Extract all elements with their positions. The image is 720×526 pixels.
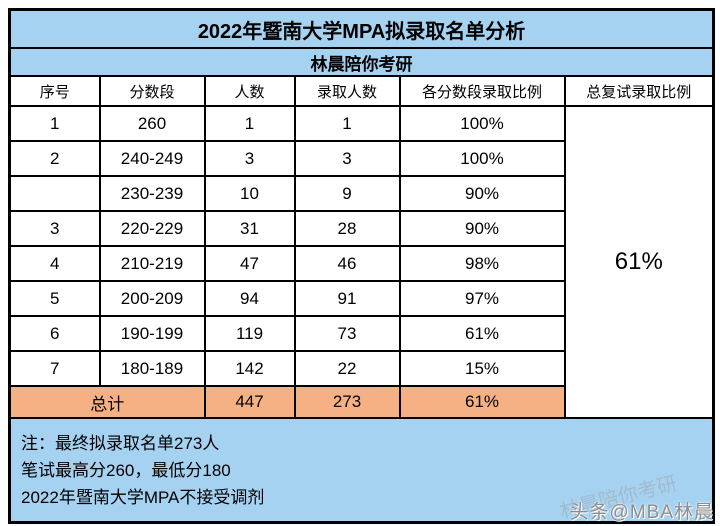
total-count-cell: 447 xyxy=(203,385,296,419)
subtitle-row: 林晨陪你考研 xyxy=(8,47,715,77)
admitted-cell: 3 xyxy=(293,140,401,177)
column-header-score-range: 分数段 xyxy=(98,75,206,107)
admitted-cell: 22 xyxy=(293,350,401,387)
seq-cell xyxy=(8,175,101,212)
score-range-cell: 230-239 xyxy=(98,175,206,212)
ratio-cell: 98% xyxy=(398,245,566,282)
column-header-range-ratio: 各分数段录取比例 xyxy=(398,75,566,107)
ratio-cell: 61% xyxy=(398,315,566,352)
score-range-cell: 190-199 xyxy=(98,315,206,352)
table-row: 1 260 1 1 100% 61% xyxy=(8,105,715,419)
score-range-cell: 220-229 xyxy=(98,210,206,247)
ratio-cell: 100% xyxy=(398,105,566,142)
count-cell: 1 xyxy=(203,105,296,142)
score-range-cell: 180-189 xyxy=(98,350,206,387)
admitted-cell: 91 xyxy=(293,280,401,317)
seq-cell: 2 xyxy=(8,140,101,177)
seq-cell: 3 xyxy=(8,210,101,247)
note-line-1: 注：最终拟录取名单273人 xyxy=(21,433,220,453)
ratio-cell: 90% xyxy=(398,175,566,212)
seq-cell: 5 xyxy=(8,280,101,317)
table-row: 5 200-209 94 91 97% xyxy=(8,280,714,317)
table-row: 2 240-249 3 3 100% xyxy=(8,140,714,177)
admission-analysis-table: 2022年暨南大学MPA拟录取名单分析 林晨陪你考研 序号 分数段 人数 录取人… xyxy=(8,8,716,524)
total-ratio-cell: 61% xyxy=(398,385,566,419)
total-label-cell: 总计 xyxy=(8,385,206,419)
notes-row: 注：最终拟录取名单273人 笔试最高分260，最低分180 2022年暨南大学M… xyxy=(8,417,715,524)
column-header-overall-ratio: 总复试录取比例 xyxy=(563,75,715,107)
table-row: 4 210-219 47 46 98% xyxy=(8,245,714,282)
header-row: 序号 分数段 人数 录取人数 各分数段录取比例 总复试录取比例 xyxy=(8,75,715,107)
table-row: 230-239 10 9 90% xyxy=(8,175,714,212)
count-cell: 31 xyxy=(203,210,296,247)
column-header-count: 人数 xyxy=(203,75,296,107)
note-line-3: 2022年暨南大学MPA不接受调剂 xyxy=(21,487,265,507)
admitted-cell: 28 xyxy=(293,210,401,247)
admitted-cell: 1 xyxy=(293,105,401,142)
table-row: 7 180-189 142 22 15% xyxy=(8,350,714,387)
page-subtitle: 林晨陪你考研 xyxy=(8,47,715,77)
ratio-cell: 90% xyxy=(398,210,566,247)
admitted-cell: 73 xyxy=(293,315,401,352)
seq-cell: 4 xyxy=(8,245,101,282)
seq-cell: 1 xyxy=(8,105,101,142)
column-header-admitted: 录取人数 xyxy=(293,75,401,107)
seq-cell: 6 xyxy=(8,315,101,352)
title-row: 2022年暨南大学MPA拟录取名单分析 xyxy=(8,8,715,49)
total-row: 总计 447 273 61% xyxy=(8,385,714,419)
note-line-2: 笔试最高分260，最低分180 xyxy=(21,460,231,480)
ratio-cell: 15% xyxy=(398,350,566,387)
count-cell: 119 xyxy=(203,315,296,352)
overall-ratio-cell: 61% xyxy=(563,105,715,419)
score-range-cell: 200-209 xyxy=(98,280,206,317)
ratio-cell: 100% xyxy=(398,140,566,177)
count-cell: 94 xyxy=(203,280,296,317)
score-range-cell: 240-249 xyxy=(98,140,206,177)
ratio-cell: 97% xyxy=(398,280,566,317)
count-cell: 47 xyxy=(203,245,296,282)
count-cell: 3 xyxy=(203,140,296,177)
score-range-cell: 260 xyxy=(98,105,206,142)
admitted-cell: 46 xyxy=(293,245,401,282)
score-range-cell: 210-219 xyxy=(98,245,206,282)
page-title: 2022年暨南大学MPA拟录取名单分析 xyxy=(8,8,715,49)
table-row: 6 190-199 119 73 61% xyxy=(8,315,714,352)
total-admitted-cell: 273 xyxy=(293,385,401,419)
seq-cell: 7 xyxy=(8,350,101,387)
table-row: 3 220-229 31 28 90% xyxy=(8,210,714,247)
count-cell: 142 xyxy=(203,350,296,387)
notes-cell: 注：最终拟录取名单273人 笔试最高分260，最低分180 2022年暨南大学M… xyxy=(8,417,715,524)
admitted-cell: 9 xyxy=(293,175,401,212)
column-header-seq: 序号 xyxy=(8,75,101,107)
count-cell: 10 xyxy=(203,175,296,212)
